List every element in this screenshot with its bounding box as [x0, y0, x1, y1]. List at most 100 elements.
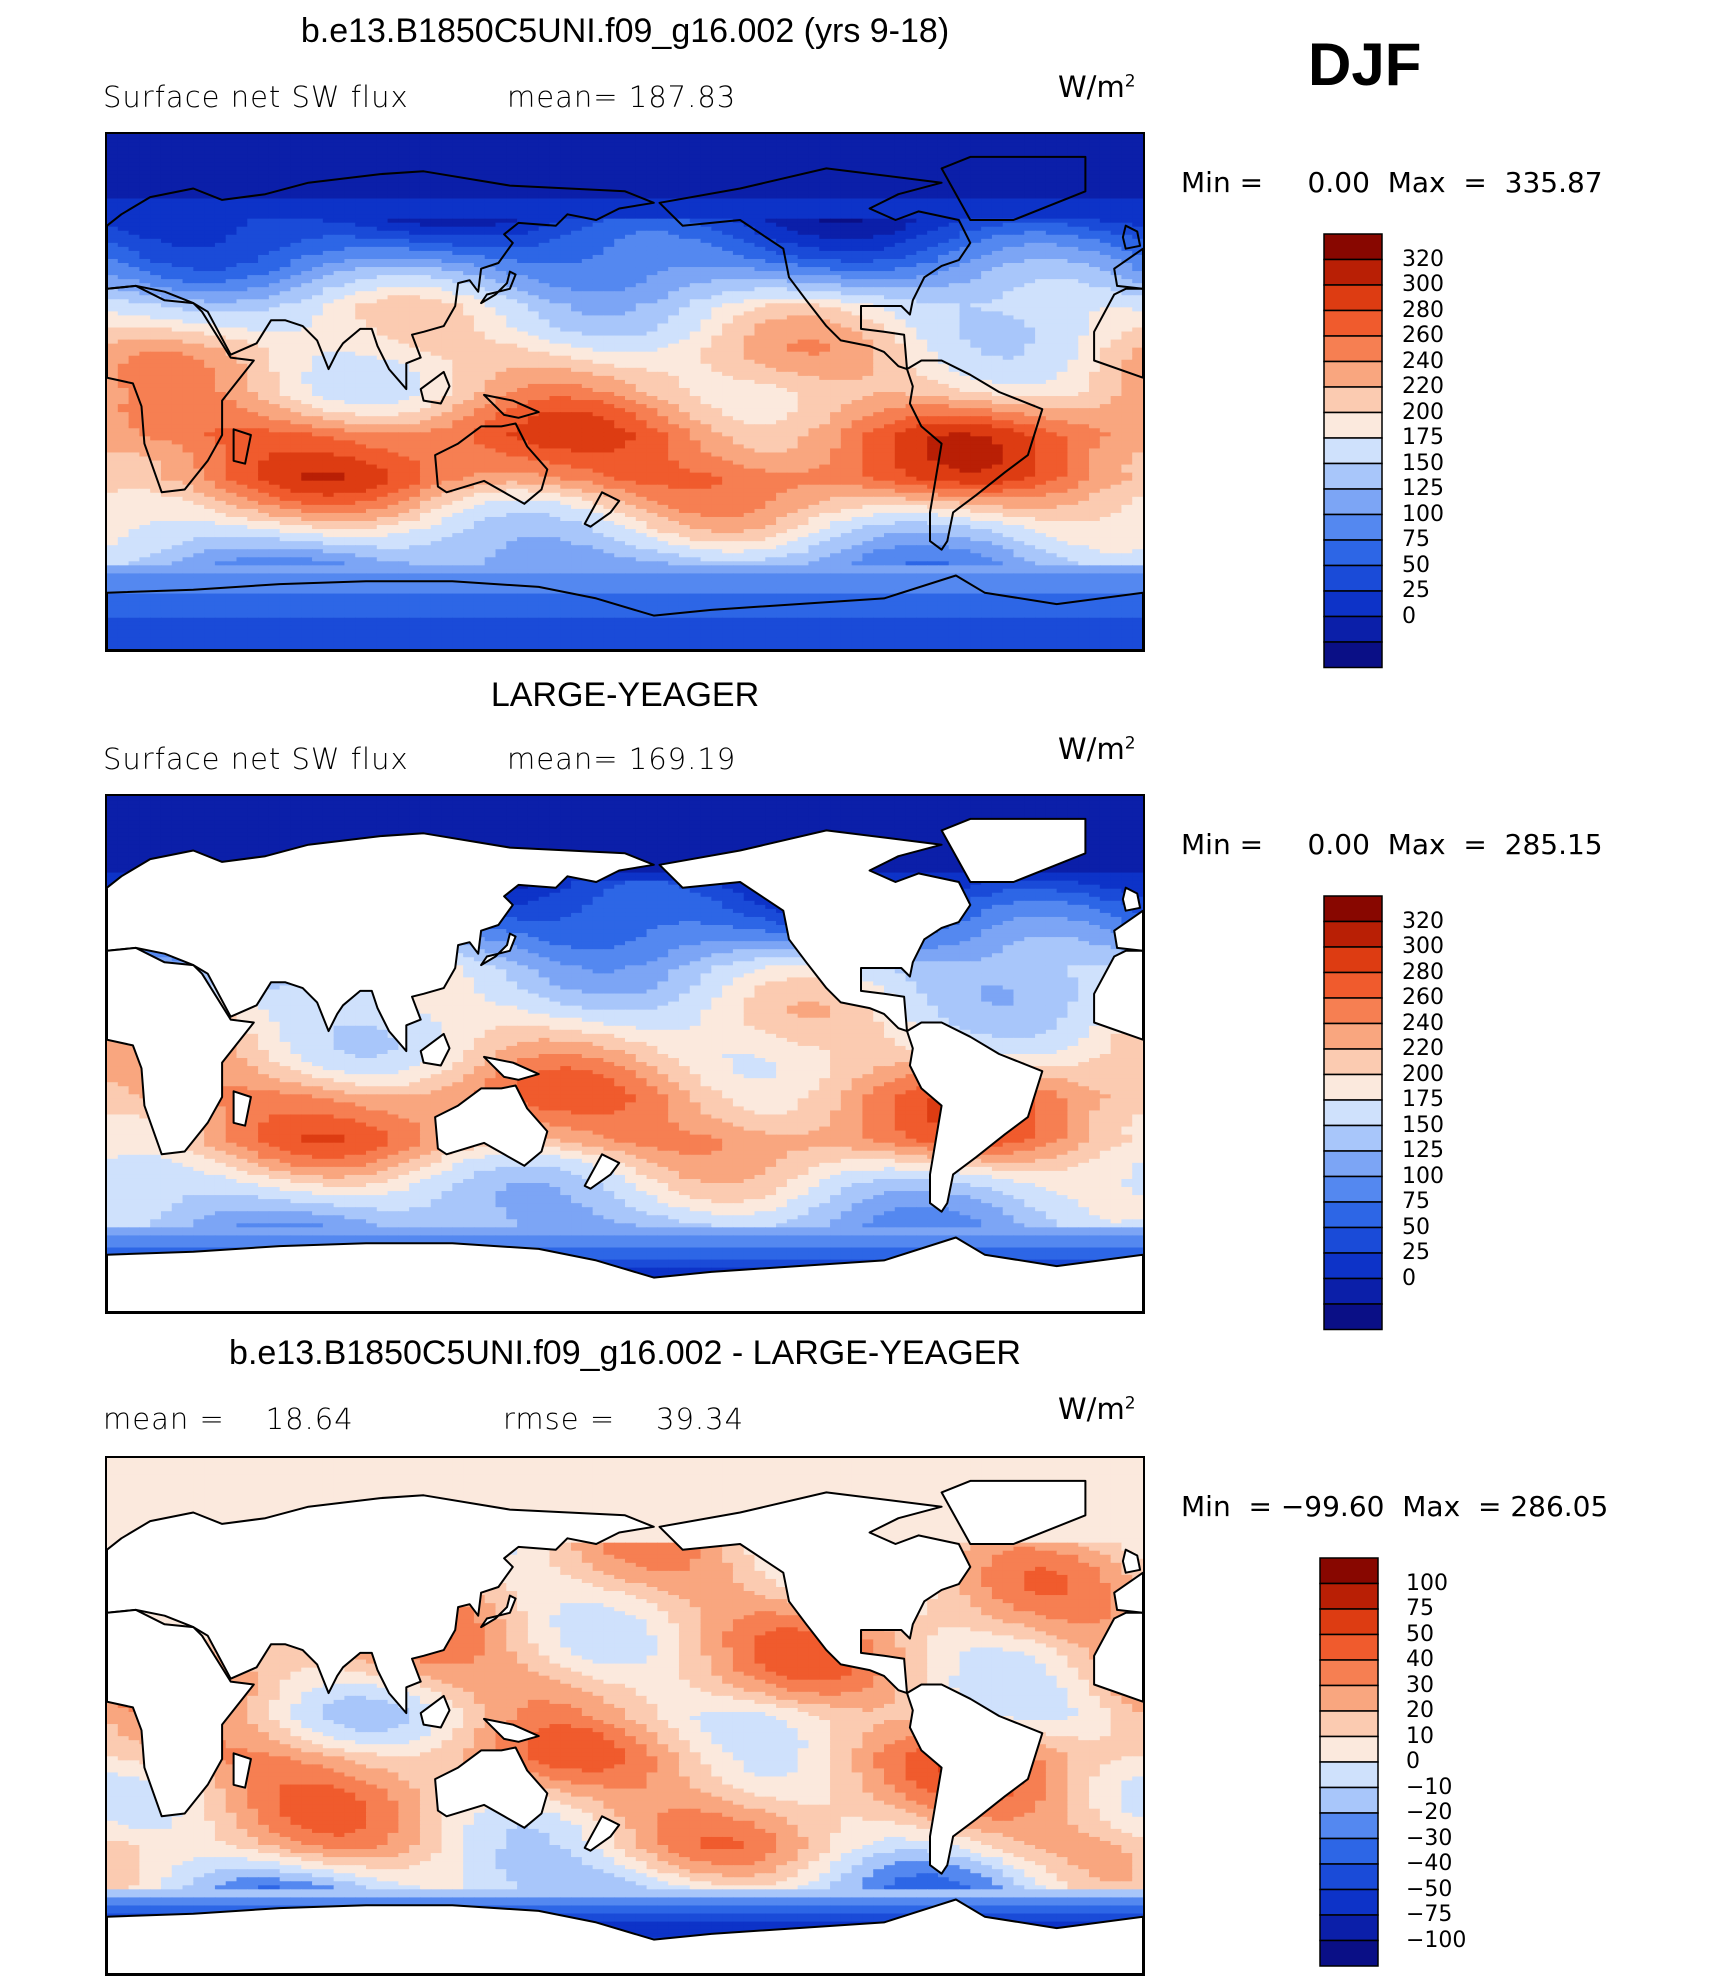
field-cell	[107, 291, 119, 296]
field-cell	[873, 222, 885, 228]
field-cell	[991, 190, 1004, 196]
field-cell	[1035, 158, 1047, 163]
field-cell	[430, 226, 443, 232]
field-cell	[916, 246, 928, 252]
field-cell	[430, 158, 443, 163]
field-cell	[419, 323, 432, 329]
field-cell	[1056, 174, 1069, 179]
field-cell	[549, 319, 561, 325]
field-cell	[668, 319, 680, 325]
field-cell	[873, 206, 885, 212]
field-cell	[1132, 206, 1143, 212]
field-cell	[948, 194, 961, 200]
field-cell	[193, 254, 205, 260]
field-cell	[1002, 186, 1015, 192]
field-cell	[355, 323, 367, 329]
field-cell	[625, 182, 637, 188]
field-cell	[538, 182, 551, 188]
field-cell	[463, 331, 475, 337]
field-cell	[107, 226, 119, 232]
field-cell	[1110, 230, 1123, 236]
field-cell	[182, 162, 194, 167]
field-cell	[991, 170, 1004, 175]
field-cell	[204, 174, 216, 179]
field-cell	[991, 162, 1004, 167]
field-cell	[830, 267, 842, 272]
field-cell	[722, 154, 734, 159]
field-cell	[851, 319, 864, 325]
field-cell	[581, 134, 594, 139]
field-cell	[711, 279, 723, 284]
field-cell	[182, 263, 194, 268]
field-cell	[430, 142, 443, 147]
field-cell	[322, 182, 335, 188]
field-cell	[1045, 186, 1058, 192]
field-cell	[333, 234, 346, 240]
field-cell	[333, 182, 346, 188]
field-cell	[258, 202, 270, 208]
field-cell	[635, 303, 648, 308]
field-cell	[517, 162, 529, 167]
field-cell	[279, 178, 292, 183]
field-cell	[959, 154, 971, 159]
field-cell	[743, 170, 756, 175]
field-cell	[495, 319, 507, 325]
field-cell	[786, 170, 799, 175]
field-cell	[452, 198, 464, 204]
field-cell	[970, 206, 982, 212]
field-cell	[290, 158, 302, 163]
field-cell	[927, 307, 939, 312]
field-cell	[301, 250, 313, 256]
field-cell	[1035, 258, 1047, 264]
field-cell	[268, 327, 281, 333]
field-cell	[1132, 202, 1143, 208]
field-cell	[204, 327, 216, 333]
field-cell	[1110, 319, 1123, 325]
field-cell	[312, 138, 324, 143]
field-cell	[419, 279, 432, 284]
field-cell	[765, 275, 777, 280]
field-cell	[635, 198, 648, 204]
field-cell	[732, 138, 745, 143]
field-cell	[894, 178, 907, 183]
field-cell	[981, 311, 993, 317]
field-cell	[344, 275, 356, 280]
field-cell	[495, 238, 507, 244]
field-cell	[139, 226, 151, 232]
field-cell	[495, 315, 507, 321]
field-cell	[581, 254, 594, 260]
field-cell	[333, 214, 346, 220]
field-cell	[1078, 138, 1090, 143]
field-cell	[732, 315, 745, 321]
field-cell	[991, 275, 1004, 280]
field-cell	[430, 134, 443, 139]
field-cell	[1045, 206, 1058, 212]
field-cell	[797, 174, 810, 179]
field-cell	[1024, 190, 1036, 196]
field-cell	[344, 307, 356, 312]
field-cell	[808, 238, 820, 244]
field-cell	[1089, 323, 1101, 329]
field-cell	[937, 174, 950, 179]
field-cell	[581, 222, 594, 228]
field-cell	[247, 267, 259, 272]
field-cell	[894, 323, 907, 329]
field-cell	[991, 226, 1004, 232]
field-cell	[754, 311, 766, 317]
field-cell	[344, 158, 356, 163]
field-cell	[797, 303, 810, 308]
field-cell	[527, 234, 540, 240]
field-cell	[225, 166, 238, 171]
field-cell	[776, 335, 788, 341]
field-cell	[268, 246, 281, 252]
field-cell	[894, 234, 907, 240]
field-cell	[894, 170, 907, 175]
field-cell	[1013, 271, 1025, 276]
field-cell	[355, 202, 367, 208]
field-cell	[1045, 331, 1058, 337]
field-cell	[927, 202, 939, 208]
field-cell	[884, 162, 896, 167]
field-cell	[398, 315, 410, 321]
field-cell	[376, 279, 389, 284]
field-cell	[1110, 246, 1123, 252]
